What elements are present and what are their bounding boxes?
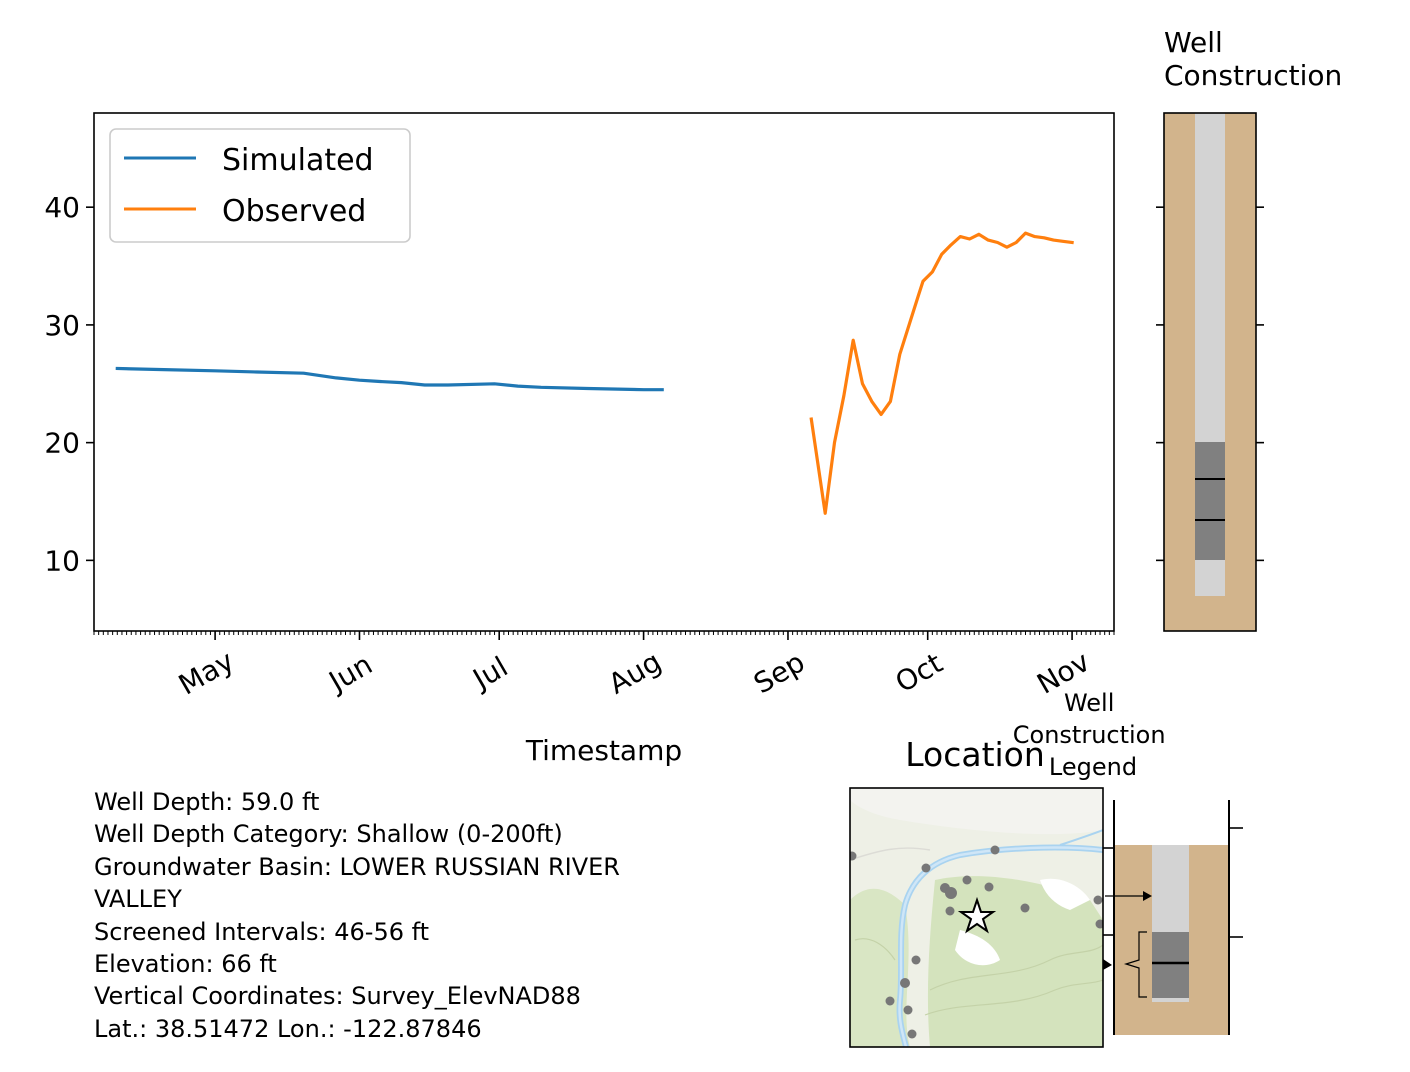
series-line-observed [809,231,1074,515]
screened-interval [1195,442,1225,560]
x-axis-label: Timestamp [525,734,682,767]
well-construction-legend: Well Construction Legend [1013,689,1243,1035]
y-tick-label: 20 [44,427,80,460]
info-line: Lat.: 38.51472 Lon.: -122.87846 [94,1014,482,1043]
terrain-patch [955,930,1000,966]
info-line: Groundwater Basin: LOWER RUSSIAN RIVER [94,852,620,881]
plot-frame [93,112,1115,632]
x-tick-label: Sep [748,645,810,700]
legend-bracket-screen [1123,931,1147,998]
river-highlight [898,846,1103,1047]
legend-label-simulated: Simulated [222,143,374,178]
well-panel-frame [1163,112,1257,632]
info-line: VALLEY [94,885,182,914]
well-points [850,845,1103,1039]
well-point [962,875,972,885]
legend-label-observed: Observed [222,194,366,229]
well-point [850,851,857,861]
well-point [885,996,895,1006]
well-construction-title-line: Construction [1164,59,1342,92]
well-point [1093,895,1103,905]
well-construction-title: Well Construction [1164,26,1342,92]
well-point [1095,919,1103,929]
info-line: Elevation: 66 ft [94,950,277,979]
well-point [945,887,957,899]
road-line [850,847,931,861]
terrain-patch [850,888,910,1047]
terrain-patch [850,788,1103,835]
contour-line [929,944,1103,991]
info-line: Well Depth Category: Shallow (0-200ft) [94,820,563,849]
well-location-star-icon [957,896,997,934]
map-frame [849,787,1104,1048]
x-tick-label: May [173,644,240,702]
contour-line [854,938,896,961]
well-panel-ticks [1156,206,1264,562]
y-tick-label: 40 [44,191,80,224]
x-tick-label: Jul [466,650,514,696]
legend-screen [1152,932,1189,998]
well-point [945,906,955,916]
location-title: Location [905,735,1045,774]
creek [1059,829,1103,846]
series-line-simulated [115,366,664,392]
arrow-head-icon [1103,959,1112,970]
well-construction-panel: Well Construction [1156,26,1342,632]
legend-title-line: Legend [1049,753,1137,781]
info-line: Well Depth: 59.0 ft [94,788,320,816]
well-point [990,845,1000,855]
legend-title-line: Well [1064,689,1114,717]
arrow-head-icon [1143,891,1152,901]
x-tick-label: Oct [890,646,948,699]
y-axis: 10 20 30 40 [44,191,94,577]
terrain-patch [1040,878,1090,910]
y-tick-label: 10 [44,544,80,577]
well-point [900,978,910,988]
well-point [907,1029,917,1039]
info-line: Screened Intervals: 46-56 ft [94,917,430,946]
well-construction-title-line: Well [1164,26,1223,59]
contour-line [924,979,1103,1016]
legend: Simulated Observed [109,128,411,243]
well-info: Well Depth: 59.0 ft Well Depth Category:… [94,786,794,1045]
map-tiles [850,788,1103,1047]
series-layer [115,231,1074,515]
y-tick-label: 30 [44,309,80,342]
legend-title: Well Construction Legend [1013,689,1173,781]
x-tick-label: Aug [603,645,667,701]
well-point [1020,903,1030,913]
well-point [911,955,921,965]
well-point [984,882,994,892]
well-point [903,1005,913,1015]
legend-title-line: Construction [1013,721,1166,749]
x-axis: May Jun Jul Aug Sep Oct Nov [93,631,1115,702]
well-point [921,863,931,873]
location-map: Location [849,735,1104,1048]
info-line: Vertical Coordinates: Survey_ElevNAD88 [94,982,581,1011]
x-tick-label: Jun [322,648,378,699]
